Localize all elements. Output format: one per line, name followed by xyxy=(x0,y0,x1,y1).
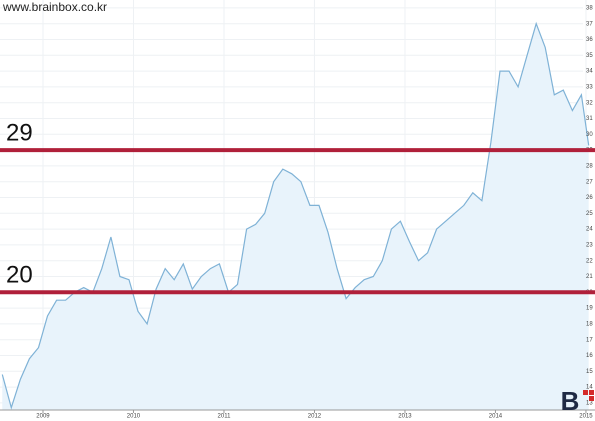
y-tick-label: 32 xyxy=(586,100,593,106)
area xyxy=(2,23,589,410)
y-tick-label: 30 xyxy=(586,132,593,138)
y-tick-label: 26 xyxy=(586,195,593,201)
y-tick-label: 31 xyxy=(586,116,593,122)
y-tick-label: 25 xyxy=(586,211,593,217)
y-tick-label: 24 xyxy=(586,227,593,233)
x-tick-label: 2009 xyxy=(36,414,50,420)
y-tick-label: 19 xyxy=(586,306,593,312)
line xyxy=(1,21,590,410)
x-tick-label: 2013 xyxy=(398,414,412,420)
y-tick-label: 23 xyxy=(586,242,593,248)
y-tick-label: 21 xyxy=(586,274,593,280)
y-tick-label: 14 xyxy=(586,385,593,391)
y-tick-label: 22 xyxy=(586,258,593,264)
y-tick-label: 13 xyxy=(586,400,593,406)
x-tick-label: 2014 xyxy=(489,414,503,420)
reference-label: 20 xyxy=(6,262,33,289)
logo-square xyxy=(589,396,594,401)
reference-label: 29 xyxy=(6,119,33,146)
y-tick-label: 27 xyxy=(586,179,593,185)
x-tick-label: 2010 xyxy=(127,414,141,420)
y-tick-label: 16 xyxy=(586,353,593,359)
logo-square xyxy=(583,390,588,395)
logo-square xyxy=(589,390,594,395)
x-tick-label: 2012 xyxy=(308,414,322,420)
y-tick-label: 34 xyxy=(586,69,593,75)
y-tick-label: 35 xyxy=(586,53,593,59)
logo: B xyxy=(561,386,580,416)
watermark: www.brainbox.co.kr xyxy=(2,0,107,14)
y-tick-label: 28 xyxy=(586,163,593,169)
y-tick-label: 18 xyxy=(586,321,593,327)
y-tick-label: 33 xyxy=(586,84,593,90)
y-tick-label: 15 xyxy=(586,369,593,375)
y-tick-label: 36 xyxy=(586,37,593,43)
y-tick-label: 38 xyxy=(586,5,593,11)
x-tick-label: 2011 xyxy=(218,414,232,420)
x-tick-label: 2015 xyxy=(579,414,593,420)
y-tick-label: 37 xyxy=(586,21,593,27)
y-tick-label: 17 xyxy=(586,337,593,343)
